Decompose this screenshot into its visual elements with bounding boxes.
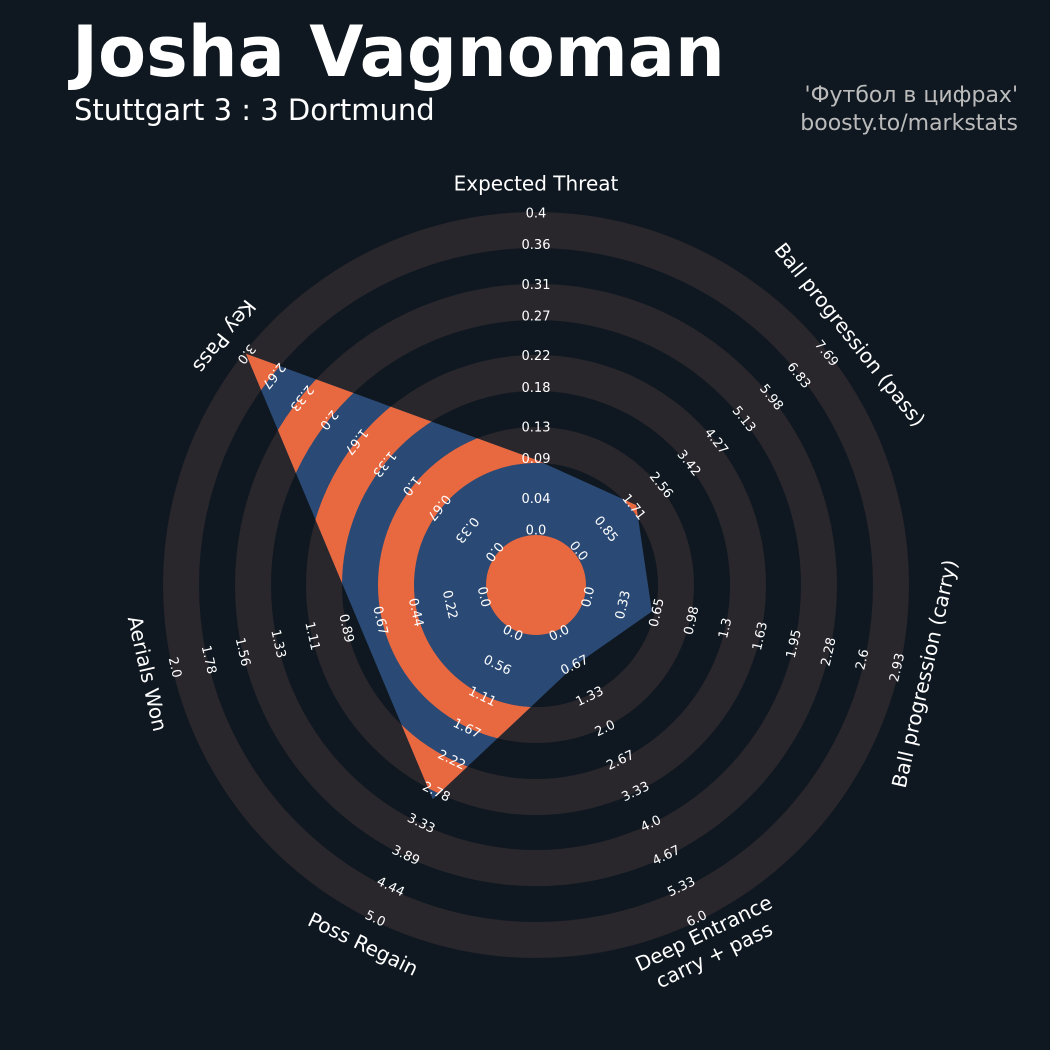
tick-label: 0.36 <box>522 238 551 253</box>
chart-subtitle: Stuttgart 3 : 3 Dortmund <box>74 93 435 127</box>
tick-label: 0.31 <box>522 278 551 293</box>
tick-label: 0.98 <box>681 605 702 637</box>
param-label: Expected Threat <box>454 172 619 196</box>
tick-label: 1.33 <box>267 628 288 660</box>
tick-label: 0.33 <box>613 589 634 621</box>
tick-label: 0.89 <box>335 613 356 645</box>
tick-label: 1.11 <box>301 620 322 652</box>
tick-label: 0.22 <box>522 349 551 364</box>
tick-label: 2.0 <box>165 656 184 680</box>
tick-label: 0.09 <box>522 452 551 467</box>
tick-label: 0.13 <box>522 420 551 435</box>
tick-label: 0.67 <box>369 605 390 637</box>
tick-label: 0.18 <box>522 381 551 396</box>
tick-label: 0.65 <box>647 597 668 629</box>
tick-label: 2.28 <box>819 636 840 668</box>
tick-label: 1.56 <box>232 636 253 668</box>
tick-label: 0.27 <box>522 310 551 325</box>
tick-label: 2.93 <box>887 652 908 684</box>
credit: boosty.to/markstats <box>800 111 1018 136</box>
tick-label: 1.95 <box>784 628 805 660</box>
chart-title: Josha Vagnoman <box>68 11 725 93</box>
tick-label: 0.0 <box>526 524 547 539</box>
param-label-group: Expected Threat <box>454 172 619 196</box>
center-disk <box>486 535 586 635</box>
tick-label: 0.04 <box>522 492 551 507</box>
tick-label: 1.3 <box>716 617 735 641</box>
credit: 'Футбол в цифрах' <box>805 83 1018 108</box>
tick-label: 0.0 <box>579 585 598 609</box>
tick-label: 0.4 <box>526 207 547 222</box>
tick-label: 1.63 <box>750 620 771 652</box>
tick-label: 0.0 <box>474 585 493 609</box>
tick-label: 0.22 <box>439 589 460 621</box>
tick-label: 1.78 <box>198 644 219 676</box>
tick-label: 0.44 <box>405 597 426 629</box>
tick-label: 2.6 <box>853 648 872 672</box>
